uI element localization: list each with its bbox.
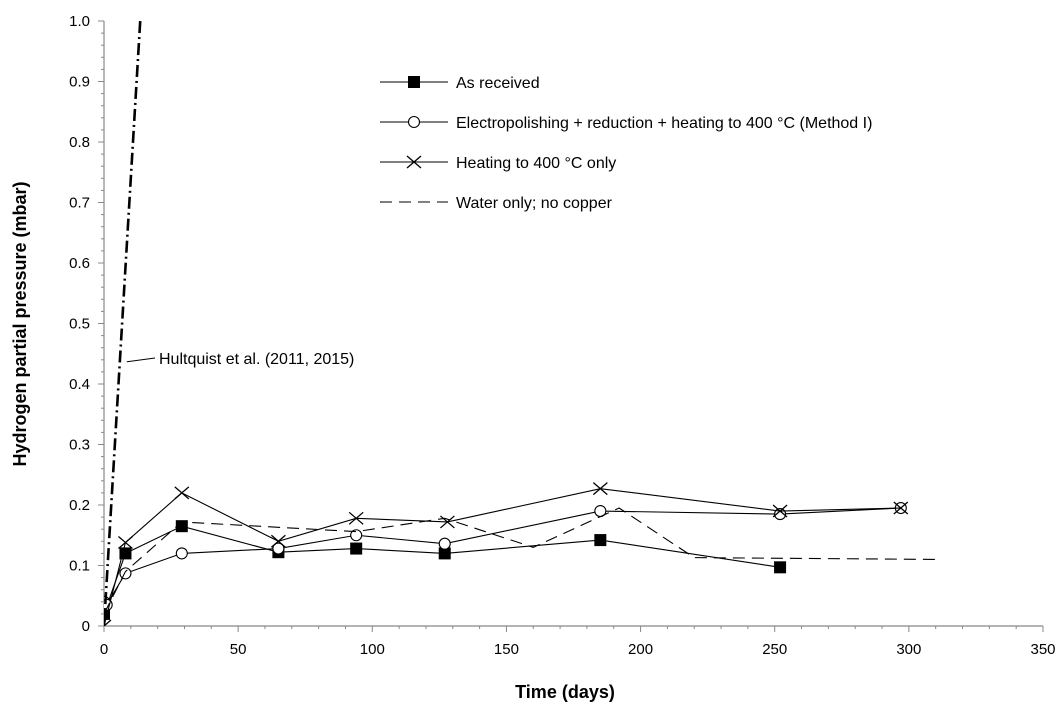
legend-label: Electropolishing + reduction + heating t… [456,115,872,132]
y-tick-label: 0.2 [69,497,90,514]
series-0 [104,520,787,620]
legend-label: Water only; no copper [456,195,613,212]
annotations: Hultquist et al. (2011, 2015) [126,351,354,368]
data-point-marker [118,536,133,550]
series-line [104,21,142,626]
data-point-marker [270,534,286,548]
y-tick-label: 0 [82,618,90,635]
data-point-marker [175,547,188,560]
x-tick-label: 100 [360,641,385,658]
data-point-marker [119,547,132,560]
data-point-marker [774,561,787,574]
series-4 [104,21,142,626]
axes: 0 0.1 0.2 0.3 0.4 0.5 0.6 0.7 0.8 0.9 1.0 0 50 100 150… [69,13,1055,658]
y-tick-label: 0.4 [69,376,90,393]
annotation-leader-line [126,357,156,363]
data-point-marker [592,482,608,496]
data-point-marker [438,547,451,560]
x-tick-label: 300 [896,641,921,658]
legend: As received Electropolishing + reduction … [380,75,872,212]
y-tick-label: 0.7 [69,195,90,212]
data-point-marker [594,534,607,547]
y-axis-title: Hydrogen partial pressure (mbar) [10,181,30,466]
data-point-marker [350,542,363,555]
data-point-marker [439,515,455,529]
legend-marker [408,76,420,88]
legend-marker [406,155,422,169]
series-2 [104,482,909,626]
x-axis-title: Time (days) [515,682,615,702]
series-3 [104,507,942,615]
data-point-marker [438,537,451,550]
x-tick-label: 0 [100,641,108,658]
y-tick-label: 0.5 [69,316,90,333]
data-point-marker [893,501,909,515]
plot-series [104,21,942,626]
x-tick-label: 250 [762,641,787,658]
x-tick-label: 350 [1030,641,1055,658]
y-tick-label: 1.0 [69,13,90,30]
y-tick-label: 0.8 [69,134,90,151]
data-point-marker [175,520,188,533]
data-point-marker [174,486,190,500]
data-point-marker [350,529,363,542]
data-point-marker [348,511,364,525]
legend-label: As received [456,75,540,92]
series-line [104,525,781,615]
x-tick-label: 200 [628,641,653,658]
y-tick-label: 0.1 [69,558,90,575]
y-tick-label: 0.6 [69,255,90,272]
series-1 [104,501,907,611]
legend-marker [407,115,421,129]
data-point-marker [119,567,132,580]
legend-label: Heating to 400 °C only [456,155,616,172]
series-line [104,507,942,615]
x-tick-label: 50 [230,641,247,658]
y-tick-label: 0.9 [69,74,90,91]
series-line [104,507,901,606]
data-point-marker [272,542,285,555]
data-point-marker [772,504,788,518]
x-tick-label: 150 [494,641,519,658]
annotation-label: Hultquist et al. (2011, 2015) [159,351,354,368]
data-point-marker [104,619,112,626]
y-tick-label: 0.3 [69,437,90,454]
